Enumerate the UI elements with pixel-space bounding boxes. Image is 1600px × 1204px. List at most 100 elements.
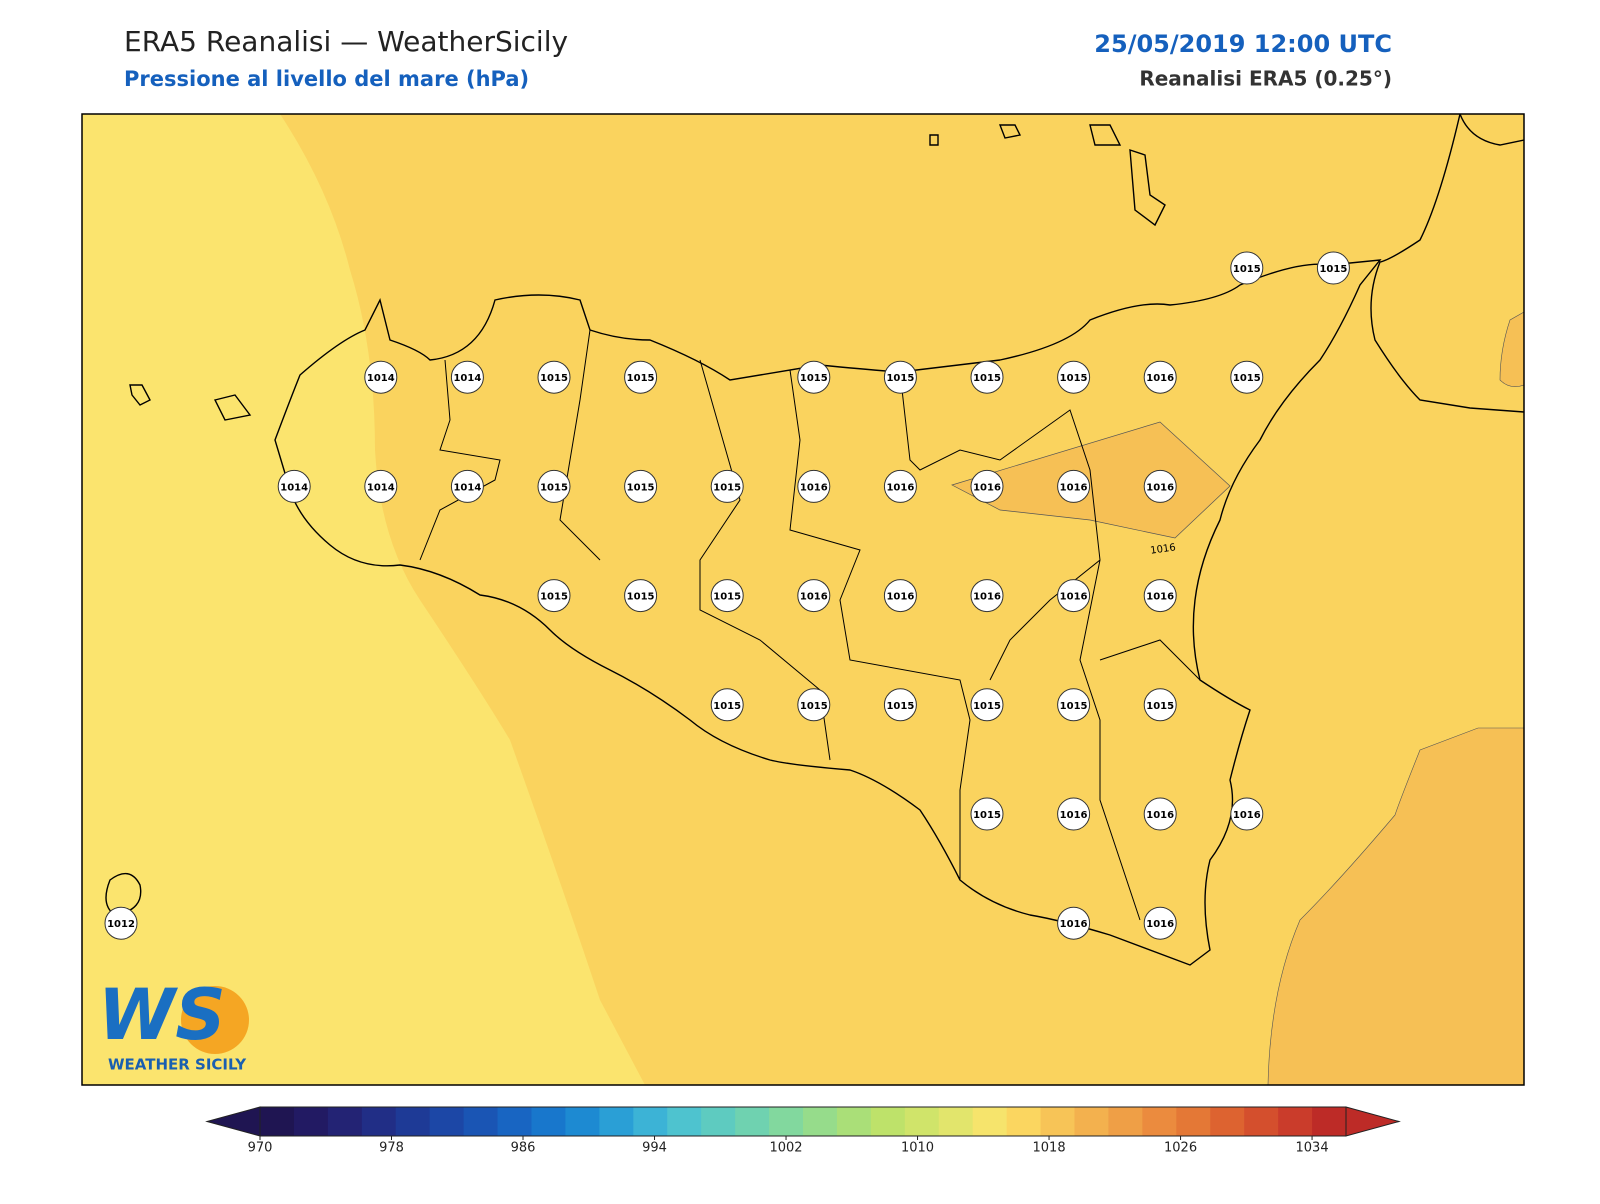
colorbar-bin bbox=[972, 1107, 1008, 1136]
station-value: 1015 bbox=[1060, 373, 1088, 384]
colorbar-bin bbox=[361, 1107, 397, 1136]
station-value: 1015 bbox=[886, 373, 914, 384]
datetime: 25/05/2019 12:00 UTC bbox=[1094, 30, 1392, 58]
station-value: 1016 bbox=[973, 592, 1001, 603]
station-value: 1016 bbox=[886, 482, 914, 493]
colorbar-bin bbox=[904, 1107, 940, 1136]
station-marker bbox=[710, 469, 744, 503]
colorbar-frame bbox=[259, 1106, 1347, 1137]
title: ERA5 Reanalisi — WeatherSicily bbox=[124, 25, 568, 58]
station-value: 1015 bbox=[1319, 264, 1347, 275]
colorbar-bin bbox=[327, 1107, 363, 1136]
station-value: 1016 bbox=[1146, 373, 1174, 384]
station-marker bbox=[1143, 469, 1177, 503]
station-marker bbox=[883, 579, 917, 613]
colorbar-extend-high bbox=[1345, 1106, 1401, 1137]
station-marker bbox=[797, 360, 831, 394]
station-marker bbox=[970, 360, 1004, 394]
station-value: 1015 bbox=[627, 373, 655, 384]
station-value: 1015 bbox=[540, 592, 568, 603]
station-marker bbox=[883, 688, 917, 722]
station-marker bbox=[1230, 797, 1264, 831]
station-marker bbox=[883, 360, 917, 394]
colorbar-bin bbox=[1210, 1107, 1245, 1136]
station-marker bbox=[1230, 360, 1264, 394]
colorbar-bin bbox=[429, 1107, 465, 1136]
colorbar-bin bbox=[1176, 1107, 1211, 1136]
field-low bbox=[82, 114, 645, 1085]
station-value: 1015 bbox=[540, 482, 568, 493]
colorbar-bin bbox=[395, 1107, 431, 1136]
station-marker bbox=[624, 469, 658, 503]
station-value: 1015 bbox=[627, 592, 655, 603]
station-marker bbox=[1316, 251, 1350, 285]
colorbar-bin bbox=[701, 1107, 736, 1136]
station-value: 1012 bbox=[107, 919, 135, 930]
colorbar-bin bbox=[735, 1107, 770, 1136]
station-marker bbox=[537, 579, 571, 613]
station-marker bbox=[1057, 688, 1091, 722]
station-marker bbox=[970, 469, 1004, 503]
colorbar-bin bbox=[1142, 1107, 1177, 1136]
station-marker bbox=[624, 579, 658, 613]
station-value: 1016 bbox=[800, 592, 828, 603]
colorbar-bin bbox=[599, 1107, 634, 1136]
station-value: 1015 bbox=[713, 592, 741, 603]
colorbar-tick-label: 1002 bbox=[769, 1141, 802, 1156]
colorbar-bin bbox=[1040, 1107, 1075, 1136]
station-marker bbox=[710, 688, 744, 722]
colorbar-tick-label: 1034 bbox=[1296, 1141, 1329, 1156]
station-value: 1016 bbox=[1233, 810, 1261, 821]
station-value: 1014 bbox=[367, 482, 395, 493]
colorbar-bin bbox=[463, 1107, 499, 1136]
colorbar-bin bbox=[1278, 1107, 1313, 1136]
station-marker bbox=[364, 469, 398, 503]
station-marker bbox=[1057, 906, 1091, 940]
station-value: 1014 bbox=[367, 373, 395, 384]
source: Reanalisi ERA5 (0.25°) bbox=[1139, 67, 1392, 91]
station-marker bbox=[797, 469, 831, 503]
station-value: 1015 bbox=[1233, 373, 1261, 384]
mainland-coast bbox=[1370, 114, 1524, 413]
station-marker bbox=[797, 579, 831, 613]
province-border bbox=[419, 329, 1201, 921]
colorbar-tick-label: 986 bbox=[511, 1141, 536, 1156]
station-marker bbox=[710, 579, 744, 613]
station-value: 1015 bbox=[627, 482, 655, 493]
colorbar-tick-label: 1026 bbox=[1164, 1141, 1197, 1156]
station-value: 1016 bbox=[1146, 482, 1174, 493]
colorbar-tick-label: 970 bbox=[248, 1141, 273, 1156]
colorbar-bin bbox=[293, 1107, 329, 1136]
station-value: 1016 bbox=[973, 482, 1001, 493]
colorbar-bin bbox=[497, 1107, 532, 1136]
colorbar-bin bbox=[667, 1107, 702, 1136]
station-value: 1014 bbox=[453, 373, 481, 384]
map-frame bbox=[81, 113, 1525, 1086]
station-marker bbox=[1143, 360, 1177, 394]
station-value: 1015 bbox=[886, 701, 914, 712]
station-value: 1014 bbox=[453, 482, 481, 493]
colorbar-tick-label: 994 bbox=[642, 1141, 667, 1156]
station-marker bbox=[1143, 906, 1177, 940]
station-marker bbox=[364, 360, 398, 394]
station-value: 1015 bbox=[713, 482, 741, 493]
colorbar-tick-label: 978 bbox=[379, 1141, 404, 1156]
station-value: 1016 bbox=[886, 592, 914, 603]
colorbar-bin bbox=[836, 1107, 872, 1136]
station-marker bbox=[970, 797, 1004, 831]
station-value: 1016 bbox=[1146, 919, 1174, 930]
station-marker bbox=[970, 579, 1004, 613]
stations: 1015 1015 1014 1014 1015 1015 1015 1015 1015 1015… bbox=[104, 251, 1350, 940]
colorbar-extend-low bbox=[205, 1106, 261, 1137]
station-marker bbox=[1057, 360, 1091, 394]
station-marker bbox=[450, 469, 484, 503]
colorbar-bin bbox=[260, 1107, 295, 1136]
colorbar-bin bbox=[769, 1107, 804, 1136]
colorbar-bin bbox=[1074, 1107, 1109, 1136]
colorbar-tick-label: 1018 bbox=[1033, 1141, 1066, 1156]
station-value: 1014 bbox=[280, 482, 308, 493]
station-value: 1015 bbox=[973, 810, 1001, 821]
station-marker bbox=[1230, 251, 1264, 285]
